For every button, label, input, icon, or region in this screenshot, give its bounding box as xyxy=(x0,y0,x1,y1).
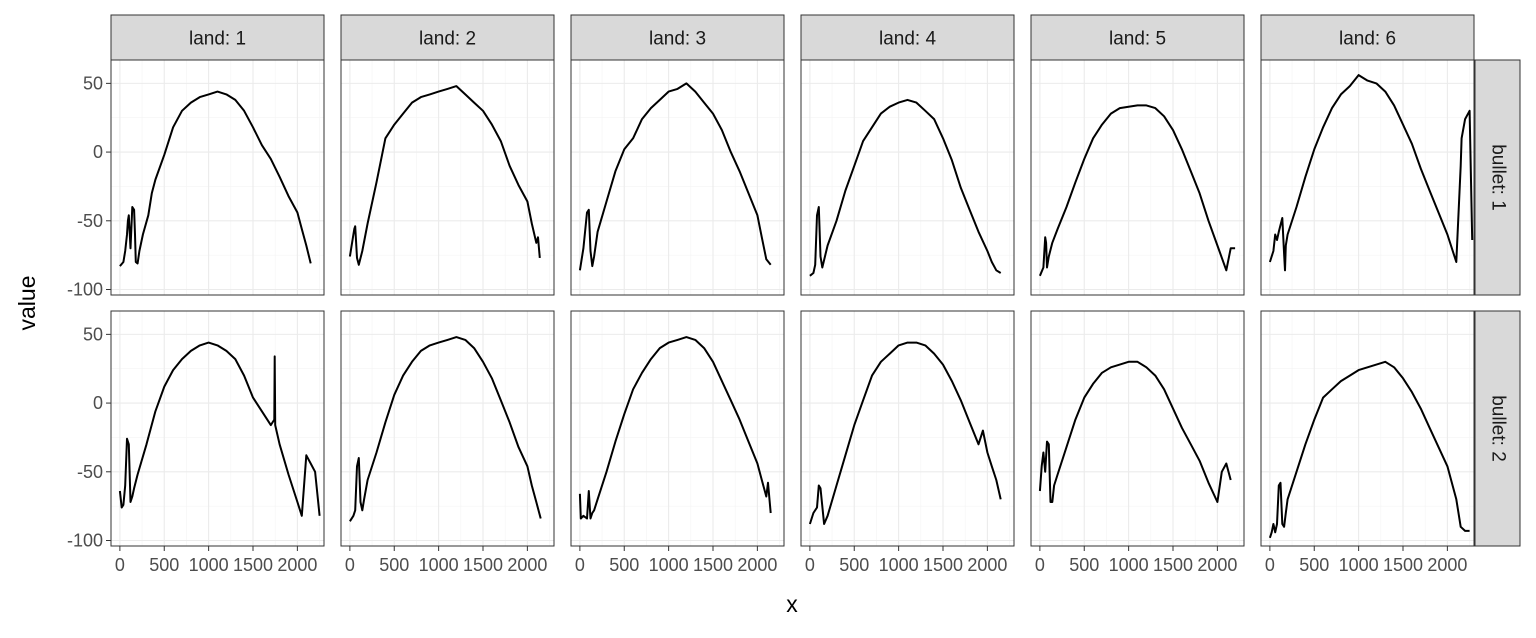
panel-bg-r1-c1 xyxy=(111,60,324,295)
panel-bg-r2-c5 xyxy=(1031,311,1244,546)
strip-top-label-5: land: 5 xyxy=(1109,29,1166,50)
panel-bg-r1-c5 xyxy=(1031,60,1244,295)
strip-right-label-2: bullet: 2 xyxy=(1487,395,1508,462)
x-tick-label-c1-3: 1500 xyxy=(233,555,273,575)
panel-border-r2-c5 xyxy=(1030,310,1245,547)
panel-border-r2-c2 xyxy=(340,310,555,547)
series-line-r2-c1 xyxy=(118,341,321,517)
panel-bg-r1-c3 xyxy=(571,60,784,295)
y-axis-title: value xyxy=(14,276,40,331)
strip-top-4 xyxy=(800,14,1015,61)
y-tick-label-r1-0: -100 xyxy=(67,280,103,300)
panel-border-r2-c1 xyxy=(110,310,325,547)
strip-top-label-4: land: 4 xyxy=(879,29,936,50)
x-tick-label-c4-3: 1500 xyxy=(923,555,963,575)
x-tick-label-c3-2: 1000 xyxy=(649,555,689,575)
x-tick-label-c3-3: 1500 xyxy=(693,555,733,575)
series-line-r1-c2 xyxy=(348,85,541,266)
x-tick-label-c1-2: 1000 xyxy=(189,555,229,575)
strip-top-3 xyxy=(570,14,785,61)
y-tick-label-r2-0: -100 xyxy=(67,531,103,551)
x-tick-label-c6-2: 1000 xyxy=(1339,555,1379,575)
strip-top-5 xyxy=(1030,14,1245,61)
strip-right-1 xyxy=(1474,59,1521,296)
panel-bg-r2-c4 xyxy=(801,311,1014,546)
series-line-r1-c1 xyxy=(119,90,312,267)
strip-top-label-2: land: 2 xyxy=(419,29,476,50)
x-tick-label-c6-4: 2000 xyxy=(1427,555,1467,575)
series-line-r1-c5 xyxy=(1038,104,1236,277)
strip-right-label-1: bullet: 1 xyxy=(1487,144,1508,211)
x-tick-label-c4-4: 2000 xyxy=(967,555,1007,575)
x-tick-label-c1-1: 500 xyxy=(149,555,179,575)
series-line-r2-c4 xyxy=(808,341,1002,525)
y-tick-label-r2-3: 50 xyxy=(83,324,103,344)
strip-right-2 xyxy=(1474,310,1521,547)
series-line-r1-c3 xyxy=(578,82,772,271)
strip-top-1 xyxy=(110,14,325,61)
panel-bg-r1-c6 xyxy=(1261,60,1474,295)
x-tick-label-c1-0: 0 xyxy=(115,555,125,575)
x-tick-label-c4-2: 1000 xyxy=(879,555,919,575)
panel-bg-r2-c6 xyxy=(1261,311,1474,546)
y-tick-label-r1-2: 0 xyxy=(93,142,103,162)
series-line-r1-c6 xyxy=(1268,74,1474,272)
x-tick-label-c6-3: 1500 xyxy=(1383,555,1423,575)
panel-bg-r1-c4 xyxy=(801,60,1014,295)
x-tick-label-c5-0: 0 xyxy=(1035,555,1045,575)
strip-top-6 xyxy=(1260,14,1475,61)
strip-top-label-6: land: 6 xyxy=(1339,29,1396,50)
y-tick-label-r1-3: 50 xyxy=(83,73,103,93)
x-tick-label-c6-0: 0 xyxy=(1265,555,1275,575)
x-axis-title: x xyxy=(786,591,798,617)
series-line-r1-c4 xyxy=(809,98,1002,277)
panel-border-r2-c3 xyxy=(570,310,785,547)
x-tick-label-c4-1: 500 xyxy=(839,555,869,575)
x-tick-label-c3-1: 500 xyxy=(609,555,639,575)
panel-border-r2-c4 xyxy=(800,310,1015,547)
x-tick-label-c2-2: 1000 xyxy=(419,555,459,575)
panel-bg-r1-c2 xyxy=(341,60,554,295)
panel-bg-r2-c1 xyxy=(111,311,324,546)
x-tick-label-c3-0: 0 xyxy=(575,555,585,575)
panel-bg-r2-c2 xyxy=(341,311,554,546)
x-tick-label-c5-4: 2000 xyxy=(1197,555,1237,575)
x-tick-label-c5-2: 1000 xyxy=(1109,555,1149,575)
x-tick-label-c2-3: 1500 xyxy=(463,555,503,575)
panel-bg-r2-c3 xyxy=(571,311,784,546)
x-tick-label-c4-0: 0 xyxy=(805,555,815,575)
y-tick-label-r1-1: -50 xyxy=(77,211,103,231)
x-tick-label-c5-1: 500 xyxy=(1069,555,1099,575)
x-tick-label-c2-4: 2000 xyxy=(507,555,547,575)
series-line-r2-c2 xyxy=(349,336,542,522)
x-tick-label-c1-4: 2000 xyxy=(277,555,317,575)
x-tick-label-c2-1: 500 xyxy=(379,555,409,575)
x-tick-label-c3-4: 2000 xyxy=(737,555,777,575)
series-line-r2-c3 xyxy=(578,336,772,520)
x-tick-label-c5-3: 1500 xyxy=(1153,555,1193,575)
series-line-r2-c5 xyxy=(1038,360,1232,503)
y-tick-label-r2-2: 0 xyxy=(93,393,103,413)
x-tick-label-c6-1: 500 xyxy=(1299,555,1329,575)
strip-top-2 xyxy=(340,14,555,61)
strip-top-label-3: land: 3 xyxy=(649,29,706,50)
strip-top-label-1: land: 1 xyxy=(189,29,246,50)
y-tick-label-r2-1: -50 xyxy=(77,462,103,482)
x-tick-label-c2-0: 0 xyxy=(345,555,355,575)
panel-border-r2-c6 xyxy=(1260,310,1475,547)
series-line-r2-c6 xyxy=(1268,360,1470,539)
